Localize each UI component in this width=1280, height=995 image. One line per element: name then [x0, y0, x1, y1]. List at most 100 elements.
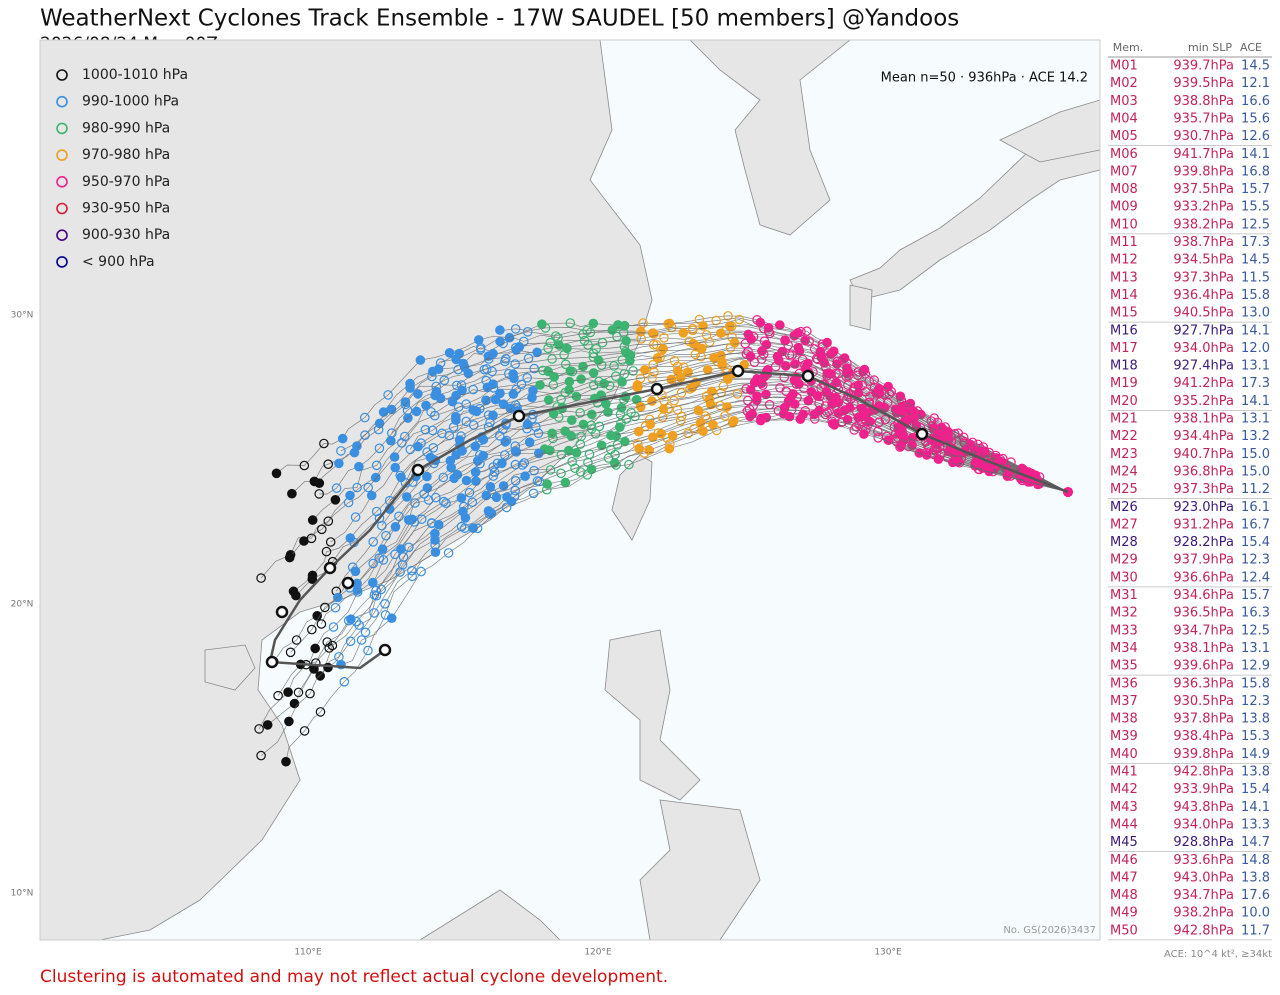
track-point — [291, 590, 301, 601]
legend-label: 900-930 hPa — [82, 227, 170, 243]
member-id: M09 — [1110, 200, 1138, 215]
axes: 30°N 20°N 10°N 110°E 120°E 130°E — [11, 311, 902, 958]
member-track — [321, 389, 1069, 625]
track-point — [698, 426, 708, 436]
track-point — [457, 446, 467, 456]
member-ace: 14.1 — [1241, 147, 1270, 162]
member-slp: 934.7hPa — [1173, 888, 1234, 903]
legend-marker — [56, 229, 68, 241]
track-point — [356, 635, 367, 645]
track-point — [399, 431, 410, 442]
track-point — [345, 490, 355, 501]
track-point — [401, 492, 412, 502]
track-point — [609, 361, 619, 371]
member-slp: 935.2hPa — [1173, 394, 1234, 409]
member-slp: 935.7hPa — [1173, 111, 1234, 126]
track-point — [655, 352, 665, 363]
hainan — [204, 644, 256, 691]
track-point — [421, 400, 431, 411]
member-slp: 940.5hPa — [1173, 306, 1234, 321]
legend-label: 1000-1010 hPa — [82, 67, 188, 83]
track-point — [405, 383, 415, 393]
track-point — [325, 537, 336, 547]
track-point — [675, 416, 686, 426]
track-point — [795, 414, 806, 424]
track-point — [363, 482, 373, 493]
member-ace: 15.7 — [1241, 588, 1270, 603]
track-point — [281, 756, 291, 767]
track-point — [495, 325, 505, 335]
member-slp: 934.4hPa — [1173, 429, 1234, 444]
track-point — [545, 337, 556, 348]
member-slp: 938.2hPa — [1173, 217, 1234, 232]
member-id: M12 — [1110, 253, 1138, 268]
track-point — [803, 395, 814, 406]
track-point — [299, 460, 310, 471]
track-point — [346, 614, 356, 624]
track-point — [895, 442, 905, 452]
track-point — [478, 434, 489, 445]
lat-label: 20°N — [11, 600, 34, 610]
member-id: M19 — [1110, 376, 1138, 391]
japan — [849, 124, 1100, 301]
track-point — [314, 478, 325, 488]
track-point — [256, 750, 266, 761]
track-point — [827, 418, 838, 429]
member-id: M47 — [1110, 870, 1138, 885]
track-point — [468, 384, 478, 395]
track-point — [324, 643, 334, 653]
mainland — [40, 40, 653, 940]
lon-label: 110°E — [294, 948, 322, 958]
track-point — [664, 443, 675, 454]
track-point — [716, 328, 726, 338]
track-point — [343, 497, 354, 508]
legend-label: 950-970 hPa — [82, 174, 170, 190]
member-slp: 934.7hPa — [1173, 623, 1234, 638]
member-ace: 14.7 — [1241, 835, 1270, 850]
track-point — [283, 687, 293, 697]
track-point — [755, 415, 766, 426]
kyushu — [849, 284, 873, 331]
track-point — [933, 454, 944, 464]
track-point — [443, 548, 454, 558]
track-point — [429, 410, 440, 421]
track-point — [510, 485, 520, 496]
member-track — [319, 407, 1069, 677]
member-ace: 12.1 — [1241, 76, 1270, 91]
member-ace: 15.8 — [1241, 676, 1270, 691]
member-id: M11 — [1110, 235, 1138, 250]
track-point — [527, 392, 537, 403]
track-point — [315, 671, 325, 681]
track-point — [571, 447, 582, 458]
track-point — [498, 338, 508, 349]
track-point — [461, 475, 472, 486]
track-point — [453, 402, 464, 412]
member-ace: 12.0 — [1241, 341, 1270, 356]
hokkaido — [999, 99, 1100, 163]
track-point — [758, 349, 769, 359]
member-slp: 934.5hPa — [1173, 253, 1234, 268]
track-point — [350, 566, 361, 577]
track-point — [548, 433, 558, 444]
track-point — [345, 636, 356, 647]
member-ace: 13.0 — [1241, 306, 1270, 321]
track-point — [522, 372, 532, 383]
member-id: M18 — [1110, 359, 1138, 374]
track-point — [567, 456, 577, 467]
track-point — [370, 472, 381, 483]
member-ace: 15.0 — [1241, 464, 1270, 479]
track-point — [566, 415, 577, 425]
track-point — [530, 422, 541, 432]
track-point — [413, 389, 423, 399]
track-point — [378, 407, 389, 417]
track-point — [310, 643, 320, 654]
member-slp: 928.8hPa — [1173, 835, 1234, 850]
member-id: M41 — [1110, 765, 1138, 780]
track-point — [619, 320, 630, 331]
track-point — [633, 426, 644, 437]
track-point — [780, 361, 791, 371]
luzon — [604, 629, 701, 801]
track-point — [289, 698, 300, 709]
track-point — [734, 314, 745, 325]
track-point — [566, 431, 577, 441]
